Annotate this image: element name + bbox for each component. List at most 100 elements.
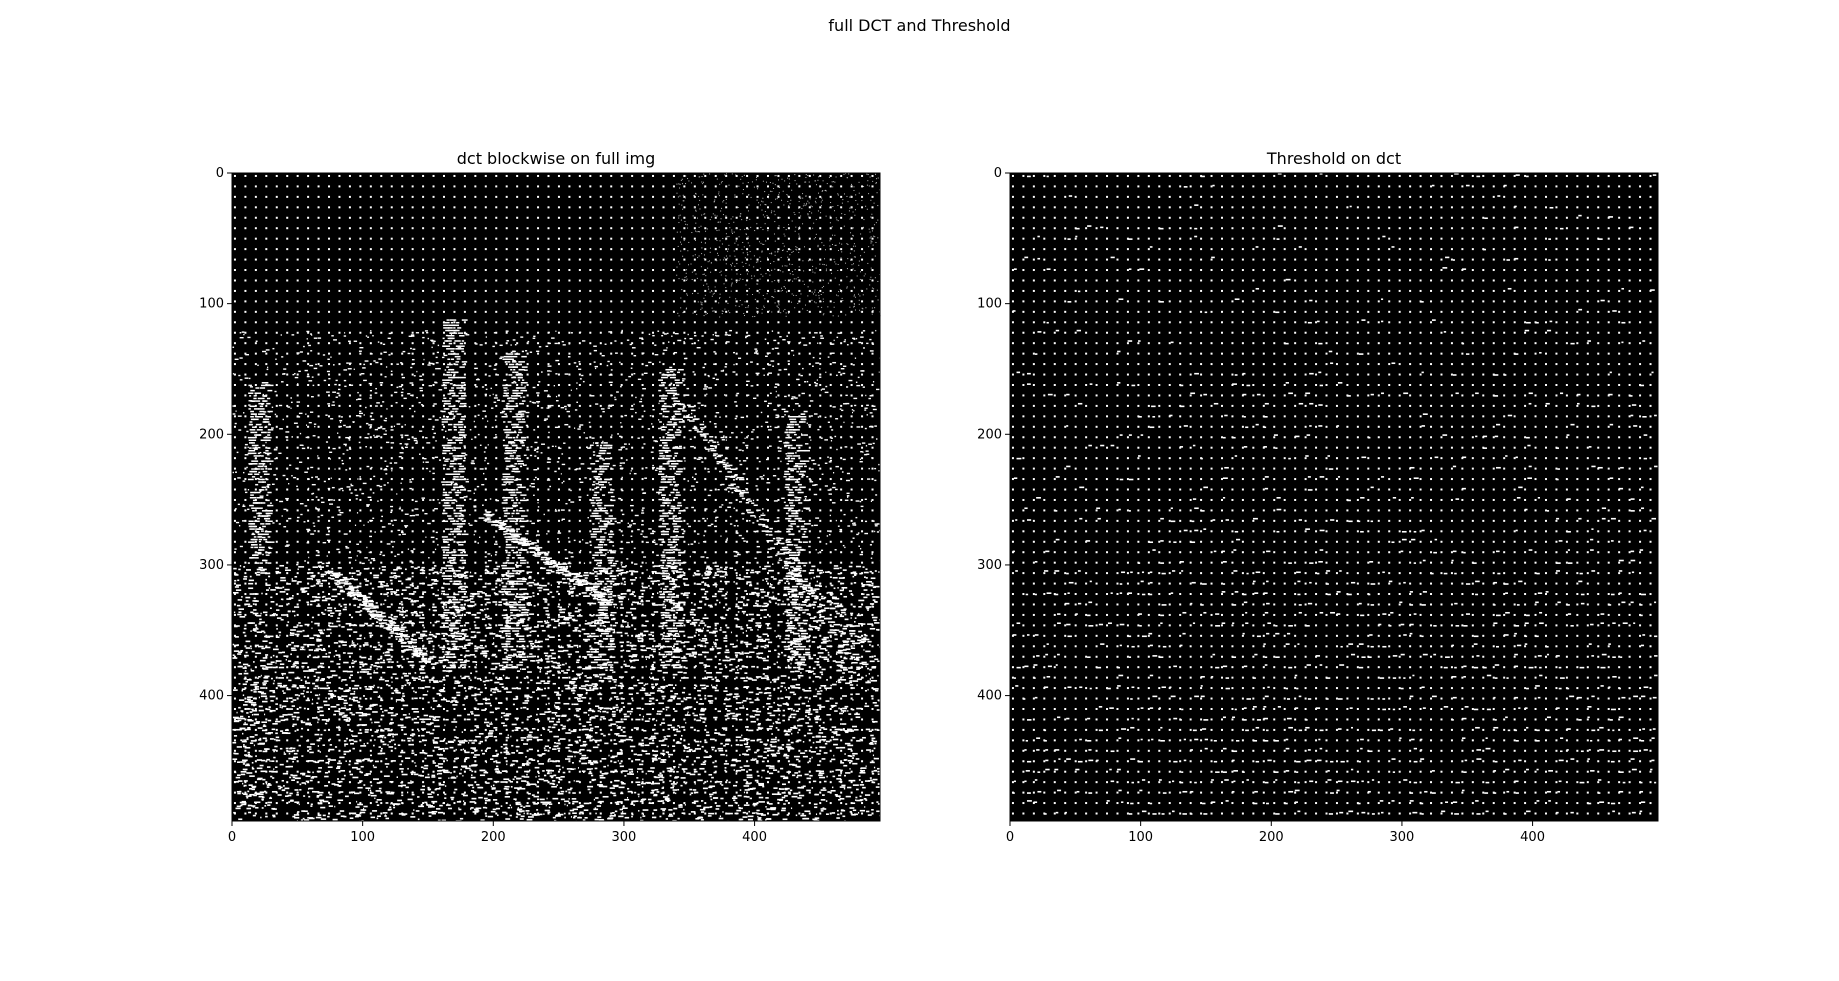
heatmap-cell	[317, 373, 320, 376]
heatmap-cell	[474, 174, 477, 177]
heatmap-cell	[544, 620, 547, 623]
heatmap-cell	[840, 593, 843, 596]
heatmap-cell	[244, 739, 247, 742]
heatmap-cell	[641, 404, 644, 407]
heatmap-cell	[798, 227, 801, 230]
heatmap-cell	[411, 645, 414, 648]
heatmap-cell	[861, 638, 865, 641]
heatmap-cell	[338, 300, 341, 303]
heatmap-cell	[537, 676, 540, 679]
heatmap-cell	[725, 593, 728, 596]
heatmap-cell	[808, 624, 811, 627]
heatmap-cell	[474, 206, 477, 209]
heatmap-cell	[840, 248, 843, 251]
heatmap-cell	[746, 791, 749, 794]
heatmap-cell	[286, 509, 289, 512]
heatmap-cell	[704, 802, 707, 805]
heatmap-cell	[338, 519, 341, 522]
heatmap-cell	[693, 269, 696, 272]
heatmap-cell	[244, 582, 247, 585]
heatmap-cell	[526, 331, 529, 334]
heatmap-cell	[537, 634, 540, 637]
heatmap-cell	[481, 618, 486, 621]
heatmap-cell	[307, 707, 310, 710]
heatmap-cell	[798, 457, 801, 460]
heatmap-cell	[672, 216, 675, 219]
heatmap-cell	[672, 269, 675, 272]
heatmap-cell	[390, 216, 393, 219]
heatmap-cell	[423, 767, 428, 770]
heatmap-cell	[704, 258, 707, 261]
heatmap-cell	[756, 666, 759, 669]
heatmap-cell	[463, 613, 466, 616]
heatmap-cell	[766, 540, 769, 543]
heatmap-cell	[537, 457, 540, 460]
heatmap-cell	[861, 655, 864, 658]
heatmap-cell	[704, 582, 707, 585]
heatmap-cell	[683, 749, 686, 752]
heatmap-cell	[503, 714, 510, 717]
heatmap-cell	[777, 248, 780, 251]
heatmap-cell	[589, 258, 592, 261]
heatmap-cell	[568, 383, 571, 386]
heatmap-cell	[725, 802, 728, 805]
heatmap-cell	[573, 779, 575, 782]
heatmap-cell	[463, 655, 466, 658]
heatmap-cell	[777, 634, 780, 637]
heatmap-cell	[589, 687, 592, 690]
heatmap-cell	[599, 425, 602, 428]
heatmap-cell	[808, 561, 811, 564]
heatmap-cell	[683, 645, 686, 648]
heatmap-cell	[463, 498, 466, 501]
heatmap-cell	[557, 425, 560, 428]
heatmap-cell	[768, 767, 775, 769]
heatmap-cell	[808, 770, 811, 773]
heatmap-cell	[442, 781, 445, 784]
heatmap-cell	[756, 425, 759, 428]
heatmap-cell	[298, 566, 305, 568]
heatmap-cell	[240, 715, 244, 718]
heatmap-cell	[672, 404, 675, 407]
heatmap-cell	[307, 195, 310, 198]
heatmap-cell	[589, 352, 592, 355]
heatmap-cell	[820, 808, 827, 810]
heatmap-cell	[474, 634, 477, 637]
heatmap-cell	[704, 694, 707, 697]
heatmap-cell	[233, 321, 236, 324]
heatmap-cell	[813, 654, 817, 656]
heatmap-cell	[578, 321, 581, 324]
heatmap-cell	[307, 728, 310, 731]
heatmap-cell	[505, 373, 508, 376]
heatmap-cell	[484, 608, 486, 611]
heatmap-cell	[233, 760, 236, 763]
heatmap-cell	[411, 342, 414, 345]
heatmap-cell	[390, 363, 393, 366]
heatmap-cell	[568, 760, 571, 763]
heatmap-cell	[652, 331, 655, 334]
heatmap-cell	[495, 655, 498, 658]
heatmap-cell	[286, 373, 289, 376]
heatmap-cell	[850, 509, 853, 512]
heatmap-cell	[662, 269, 665, 272]
heatmap-cell	[537, 770, 540, 773]
heatmap-cell	[631, 718, 634, 721]
heatmap-cell	[631, 216, 634, 219]
heatmap-cell	[474, 791, 477, 794]
heatmap-cell	[537, 446, 540, 449]
heatmap-cell	[756, 248, 759, 251]
heatmap-cell	[474, 582, 477, 585]
heatmap-cell	[463, 551, 466, 554]
heatmap-cell	[739, 574, 741, 576]
heatmap-cell	[296, 185, 299, 188]
heatmap-cell	[649, 587, 652, 590]
heatmap-cell	[233, 300, 236, 303]
heatmap-cell	[756, 603, 759, 606]
heatmap-cell	[401, 687, 404, 690]
heatmap-cell	[537, 718, 540, 721]
heatmap-cell	[568, 467, 571, 470]
heatmap-cell	[829, 383, 832, 386]
heatmap-cell	[840, 791, 843, 794]
heatmap-cell	[296, 457, 299, 460]
heatmap-cell	[568, 802, 571, 805]
heatmap-cell	[317, 697, 320, 700]
